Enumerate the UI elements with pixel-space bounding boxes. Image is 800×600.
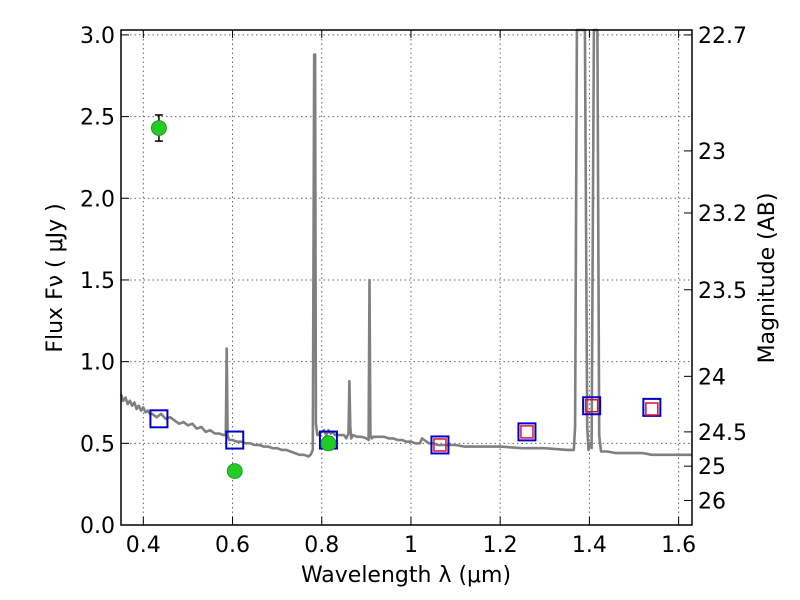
y2-tick-label: 23.2: [698, 202, 747, 227]
photometry-point: [151, 120, 167, 136]
model-box-point: [149, 409, 169, 429]
y2-tick-label: 24.5: [698, 421, 747, 446]
plot-frame: [120, 29, 693, 526]
x-axis-label: Wavelength λ (μm): [301, 563, 511, 588]
y-tick-label: 1.5: [80, 269, 115, 294]
y2-axis-label: Magnitude (AB): [755, 193, 780, 364]
x-tick-label: 1.6: [661, 533, 696, 558]
y2-tick-label: 23.5: [698, 279, 747, 304]
y-tick-label: 2.5: [80, 106, 115, 131]
y-tick-label: 0.5: [80, 432, 115, 457]
photometry-point: [226, 463, 243, 479]
observed-box-point: [645, 402, 659, 416]
y2-tick-label: 22.7: [698, 24, 747, 49]
x-tick-label: 0.8: [304, 533, 339, 558]
y2-tick-label: 25: [698, 455, 726, 480]
x-tick-label: 1.2: [483, 533, 518, 558]
y-tick-label: 0.0: [80, 514, 115, 539]
observed-box-point: [433, 438, 447, 452]
model-box-point: [517, 422, 537, 442]
y-tick-label: 1.0: [80, 351, 115, 376]
observed-box-point: [584, 398, 599, 413]
y2-tick-label: 26: [698, 489, 726, 514]
data-layer: [119, 28, 692, 479]
grid: [121, 30, 692, 526]
x-tick-label: 0.4: [126, 533, 161, 558]
observed-box-point: [520, 425, 534, 439]
ticks: 0.4 0.6 0.8 1 1.2 1.4 1.6 0.0 0.5 1.0 1.5 2.0 2.5 3.0…: [80, 24, 747, 558]
y2-tick-label: 24: [698, 365, 726, 390]
model-box-point: [582, 396, 602, 416]
spectrum-line: [119, 28, 692, 458]
y-tick-label: 3.0: [80, 24, 115, 49]
y2-tick-label: 23: [698, 140, 726, 165]
y-tick-label: 2.0: [80, 187, 115, 212]
model-box-point: [225, 430, 245, 450]
model-box-point: [642, 397, 662, 417]
y-axis-label: Flux Fν ( μJy ): [43, 203, 68, 352]
x-tick-label: 0.6: [215, 533, 250, 558]
x-tick-label: 1.4: [572, 533, 607, 558]
x-tick-label: 1: [404, 533, 418, 558]
photometry-point: [320, 435, 337, 452]
model-box-point: [430, 435, 450, 455]
